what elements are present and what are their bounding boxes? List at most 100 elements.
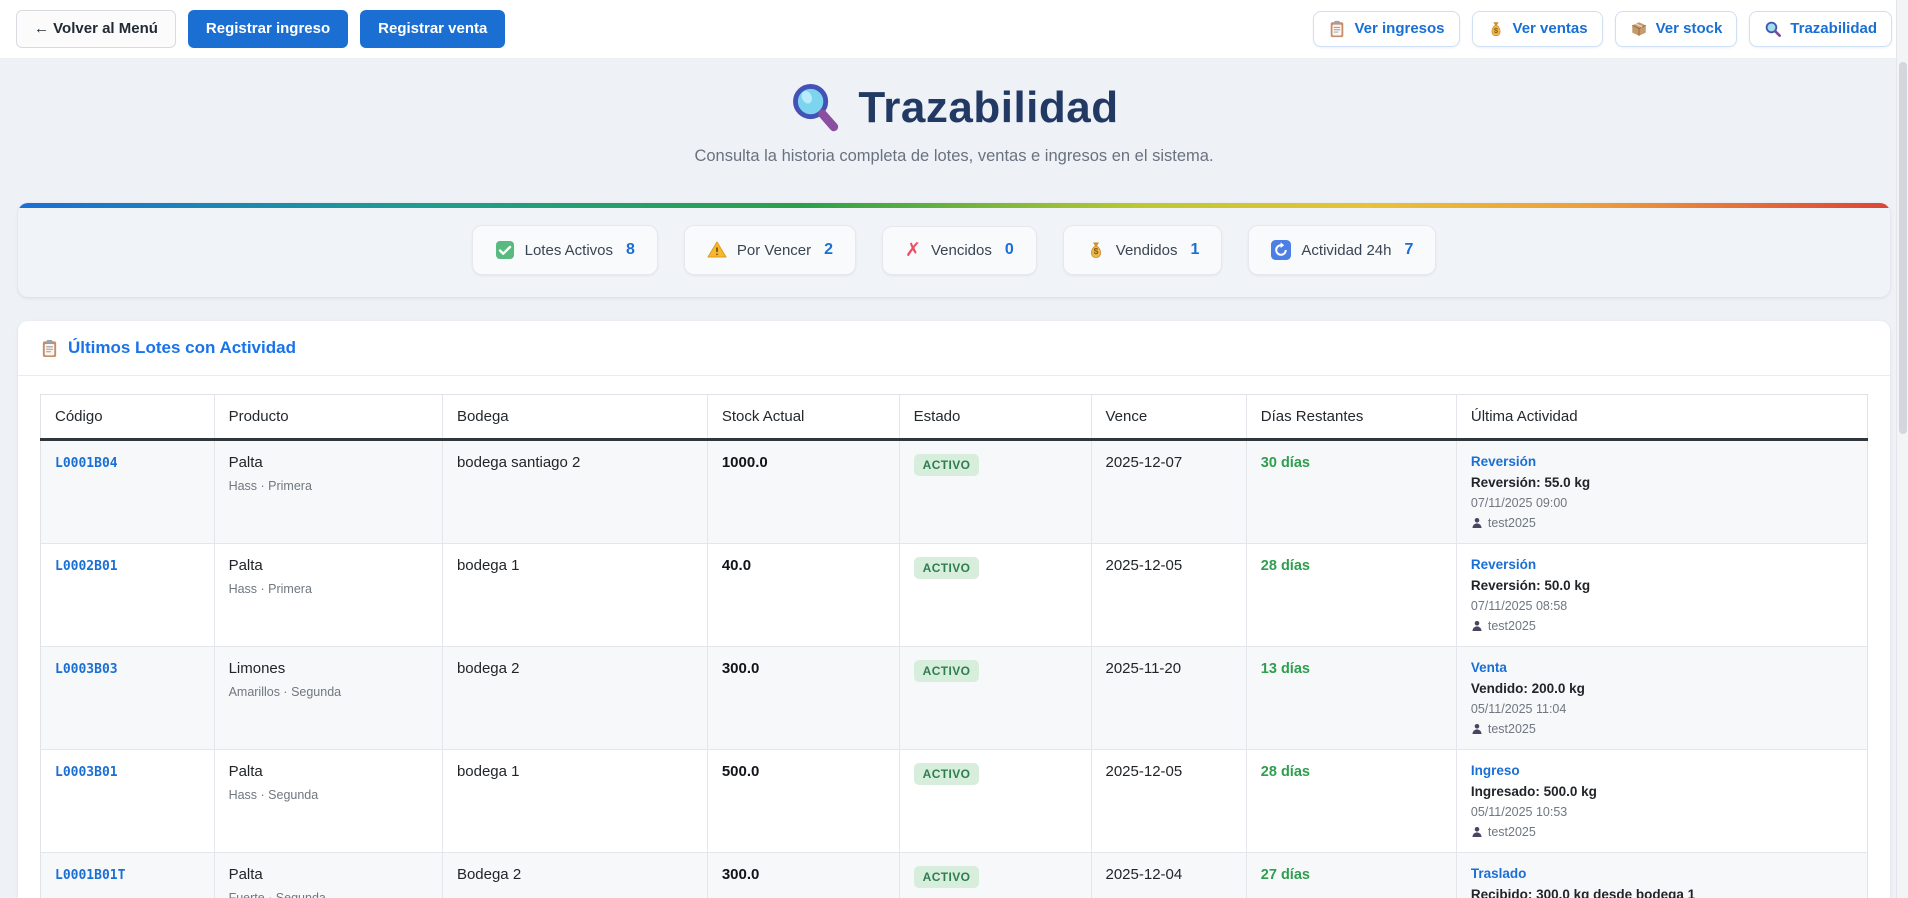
- stat-value: 7: [1404, 241, 1414, 258]
- table-header-row: Código Producto Bodega Stock Actual Esta…: [40, 394, 1868, 441]
- lot-code-link[interactable]: L0003B03: [55, 662, 118, 677]
- activity-username: test2025: [1487, 516, 1536, 530]
- toolbar-left-group: ← Volver al Menú Registrar ingreso Regis…: [16, 10, 506, 48]
- warehouse-name: bodega 1: [441, 749, 708, 853]
- stock-value: 40.0: [721, 557, 752, 574]
- product-name: Palta: [228, 763, 263, 780]
- col-header-dias: Días Restantes: [1245, 394, 1457, 441]
- activity-type-link[interactable]: Venta: [1470, 660, 1507, 675]
- user-icon: [1472, 518, 1482, 528]
- expiry-date: 2025-12-04: [1090, 852, 1247, 898]
- stat-activity-24h: Actividad 24h 7: [1248, 225, 1437, 275]
- check-icon: [495, 241, 514, 259]
- activity-detail: Vendido: 200.0 kg: [1470, 681, 1585, 696]
- x-icon: ✗: [905, 239, 921, 261]
- register-sale-button[interactable]: Registrar venta: [360, 10, 506, 48]
- lot-code-link[interactable]: L0001B04: [55, 456, 118, 471]
- stat-label: Por Vencer: [736, 241, 812, 259]
- activity-timestamp: 07/11/2025 08:58: [1470, 599, 1568, 613]
- product-name: Limones: [228, 660, 286, 677]
- status-badge: ACTIVO: [913, 763, 980, 785]
- warning-icon: [707, 241, 727, 258]
- stat-label: Vencidos: [930, 241, 992, 259]
- page-title: Trazabilidad: [858, 83, 1119, 132]
- view-stock-button[interactable]: Ver stock: [1614, 11, 1738, 47]
- clipboard-icon: [1331, 20, 1344, 38]
- view-incomes-button[interactable]: Ver ingresos: [1313, 11, 1460, 47]
- traceability-button[interactable]: Trazabilidad: [1749, 11, 1892, 47]
- stat-expiring: Por Vencer 2: [683, 225, 857, 275]
- activity-username: test2025: [1487, 825, 1536, 839]
- stat-active-lots: Lotes Activos 8: [471, 225, 658, 275]
- lot-code-link[interactable]: L0002B01: [55, 559, 118, 574]
- activity-type-link[interactable]: Reversión: [1470, 454, 1537, 469]
- activity-detail: Reversión: 55.0 kg: [1470, 475, 1591, 490]
- stock-value: 300.0: [721, 660, 760, 677]
- view-incomes-label: Ver ingresos: [1354, 20, 1445, 38]
- col-header-codigo: Código: [40, 394, 215, 441]
- col-header-actividad: Última Actividad: [1455, 394, 1868, 441]
- days-remaining: 28 días: [1260, 764, 1310, 780]
- stats-summary-card: Lotes Activos 8 Por Vencer 2 ✗ Vencidos …: [18, 203, 1890, 297]
- product-name: Palta: [228, 454, 263, 471]
- activity-user: test2025: [1471, 619, 1853, 633]
- user-icon: [1472, 724, 1482, 734]
- activity-user: test2025: [1471, 722, 1853, 736]
- activity-type-link[interactable]: Ingreso: [1470, 763, 1520, 778]
- days-remaining: 13 días: [1260, 661, 1310, 677]
- stat-sold: $ Vendidos 1: [1062, 225, 1223, 275]
- table-row: L0003B01 Palta Hass · Segunda bodega 1 5…: [40, 749, 1868, 853]
- warehouse-name: bodega 1: [441, 543, 708, 647]
- days-remaining: 30 días: [1260, 455, 1310, 471]
- stat-label: Actividad 24h: [1301, 241, 1392, 259]
- stat-expired: ✗ Vencidos 0: [882, 225, 1037, 275]
- back-to-menu-button[interactable]: ← Volver al Menú: [16, 10, 176, 48]
- stat-value: 8: [626, 241, 635, 258]
- lots-table: Código Producto Bodega Stock Actual Esta…: [40, 394, 1868, 898]
- stat-value: 1: [1190, 241, 1200, 258]
- table-row: L0001B04 Palta Hass · Primera bodega san…: [40, 439, 1868, 544]
- money-bag-icon: $: [1491, 22, 1500, 37]
- col-header-vence: Vence: [1090, 394, 1247, 441]
- expiry-date: 2025-12-05: [1090, 749, 1247, 853]
- activity-type-link[interactable]: Traslado: [1470, 866, 1527, 881]
- view-sales-label: Ver ventas: [1512, 20, 1588, 38]
- vertical-scrollbar[interactable]: [1896, 0, 1908, 898]
- product-variant: Hass · Segunda: [228, 788, 319, 802]
- days-remaining: 28 días: [1260, 558, 1310, 574]
- view-sales-button[interactable]: $ Ver ventas: [1471, 11, 1603, 47]
- activity-timestamp: 05/11/2025 10:53: [1470, 805, 1568, 819]
- days-remaining: 27 días: [1260, 867, 1310, 883]
- status-badge: ACTIVO: [913, 454, 980, 476]
- register-income-button[interactable]: Registrar ingreso: [187, 10, 349, 48]
- card-title: Últimos Lotes con Actividad: [68, 338, 296, 357]
- lots-table-wrap: Código Producto Bodega Stock Actual Esta…: [18, 376, 1890, 898]
- page-subtitle: Consulta la historia completa de lotes, …: [694, 147, 1214, 165]
- product-variant: Hass · Primera: [228, 582, 312, 596]
- refresh-icon: [1271, 240, 1292, 260]
- col-header-bodega: Bodega: [441, 394, 708, 441]
- table-row: L0002B01 Palta Hass · Primera bodega 1 4…: [40, 543, 1868, 647]
- stat-label: Lotes Activos: [524, 241, 614, 259]
- lot-code-link[interactable]: L0003B01: [55, 765, 118, 780]
- product-variant: Amarillos · Segunda: [228, 685, 342, 699]
- view-stock-label: Ver stock: [1655, 20, 1723, 38]
- table-row: L0003B03 Limones Amarillos · Segunda bod…: [40, 646, 1868, 750]
- product-name: Palta: [228, 866, 263, 883]
- expiry-date: 2025-12-05: [1090, 543, 1247, 647]
- table-row: L0001B01T Palta Fuerte · Segunda Bodega …: [40, 852, 1868, 898]
- col-header-producto: Producto: [213, 394, 443, 441]
- package-icon: [1631, 22, 1646, 36]
- activity-detail: Reversión: 50.0 kg: [1470, 578, 1591, 593]
- activity-timestamp: 07/11/2025 09:00: [1470, 496, 1568, 510]
- activity-type-link[interactable]: Reversión: [1470, 557, 1537, 572]
- scrollbar-thumb[interactable]: [1899, 62, 1907, 434]
- col-header-stock: Stock Actual: [706, 394, 900, 441]
- activity-user: test2025: [1471, 516, 1853, 530]
- status-badge: ACTIVO: [913, 557, 980, 579]
- product-variant: Hass · Primera: [228, 479, 312, 493]
- lot-code-link[interactable]: L0001B01T: [55, 868, 126, 883]
- warehouse-name: Bodega 2: [441, 852, 708, 898]
- activity-username: test2025: [1487, 722, 1536, 736]
- expiry-date: 2025-12-07: [1090, 439, 1247, 544]
